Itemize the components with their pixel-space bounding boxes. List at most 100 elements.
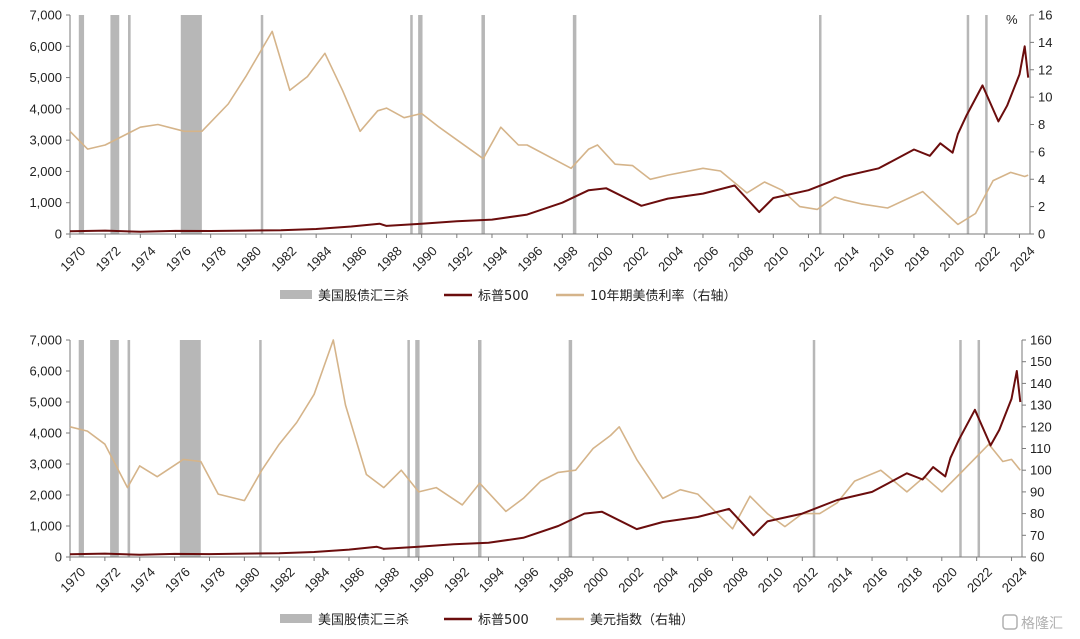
y-left-tick-label: 3,000 — [29, 457, 62, 472]
shaded-period-bar — [110, 15, 120, 234]
legend-label: 标普500 — [478, 289, 529, 304]
shaded-period-bar — [415, 340, 420, 557]
x-tick-label: 1990 — [409, 243, 440, 274]
y-left-tick-label: 7,000 — [29, 333, 62, 348]
y-right-tick-label: 80 — [1030, 506, 1044, 521]
legend-label: 标普500 — [478, 613, 529, 628]
y-right-tick-label: 120 — [1030, 419, 1052, 434]
y-right-tick-label: 16 — [1038, 8, 1052, 23]
y-right-tick-label: 150 — [1030, 354, 1052, 369]
shaded-period-bar — [819, 15, 822, 234]
x-tick-label: 1992 — [444, 243, 475, 274]
shaded-period-bar — [410, 15, 413, 234]
watermark-text: 格隆汇 — [1021, 616, 1063, 632]
x-tick-label: 1992 — [441, 564, 472, 595]
x-tick-label: 1990 — [406, 564, 437, 595]
shaded-period-bar — [959, 340, 962, 557]
legend-swatch-shade — [280, 290, 312, 299]
y-left-tick-label: 6,000 — [29, 39, 62, 54]
y-left-tick-label: 4,000 — [29, 101, 62, 116]
x-tick-label: 2012 — [796, 243, 827, 274]
y-left-tick-label: 0 — [55, 550, 62, 565]
x-tick-label: 1980 — [233, 243, 264, 274]
x-tick-label: 2000 — [580, 564, 611, 595]
x-tick-label: 2014 — [831, 243, 862, 274]
y-left-tick-label: 5,000 — [29, 70, 62, 85]
y-right-tick-label: 130 — [1030, 398, 1052, 413]
x-tick-label: 1978 — [198, 243, 229, 274]
y-right-tick-label: 160 — [1030, 333, 1052, 348]
x-tick-label: 2010 — [761, 243, 792, 274]
x-tick-label: 2016 — [859, 564, 890, 595]
x-tick-label: 1986 — [336, 564, 367, 595]
y-right-tick-label: 8 — [1038, 117, 1045, 132]
x-tick-label: 1996 — [511, 564, 542, 595]
y-right-tick-label: 2 — [1038, 199, 1045, 214]
y-left-tick-label: 2,000 — [29, 488, 62, 503]
chart-panel-bottom: 0 1,000 2,000 3,000 4,000 5,000 6,000 7,000 60 70… — [29, 333, 1051, 629]
x-tick-label: 2012 — [790, 564, 821, 595]
x-tick-label: 2018 — [901, 243, 932, 274]
shaded-period-bar — [127, 340, 131, 557]
shaded-period-bar — [179, 340, 201, 557]
x-tick-label: 2010 — [755, 564, 786, 595]
x-tick-label: 2000 — [585, 243, 616, 274]
shaded-period-bar — [977, 340, 981, 557]
x-tick-label: 1998 — [545, 564, 576, 595]
x-tick-label: 1974 — [128, 243, 159, 274]
y-right-tick-label: 60 — [1030, 550, 1044, 565]
x-tick-label: 2008 — [720, 564, 751, 595]
x-tick-label: 1974 — [127, 564, 158, 595]
shaded-period-bar — [259, 340, 262, 557]
legend-label: 美元指数（右轴） — [590, 613, 694, 628]
y-right-tick-label: 0 — [1038, 227, 1045, 242]
x-tick-label: 1976 — [162, 564, 193, 595]
x-tick-label: 2006 — [690, 243, 721, 274]
y-right-tick-label: 140 — [1030, 376, 1052, 391]
shaded-period-bar — [418, 15, 423, 234]
x-tick-label: 2002 — [615, 564, 646, 595]
y-left-tick-label: 2,000 — [29, 164, 62, 179]
x-tick-label: 1994 — [476, 564, 507, 595]
x-tick-label: 2020 — [929, 564, 960, 595]
x-tick-label: 1970 — [57, 564, 88, 595]
x-tick-label: 2004 — [655, 243, 686, 274]
y-right-tick-label: 12 — [1038, 62, 1052, 77]
chart-panel-top: 0 1,000 2,000 3,000 4,000 5,000 6,000 7,000 0 2 4 6… — [29, 8, 1052, 305]
x-tick-label: 1976 — [163, 243, 194, 274]
x-tick-label: 1980 — [232, 564, 263, 595]
shaded-period-bar — [568, 340, 573, 557]
shaded-period-bar — [812, 340, 816, 557]
x-tick-label: 1994 — [479, 243, 510, 274]
x-tick-label: 2024 — [999, 564, 1030, 595]
x-tick-label: 2002 — [620, 243, 651, 274]
series-line-right-axis — [69, 30, 1029, 226]
x-tick-label: 2022 — [964, 564, 995, 595]
y-left-tick-label: 1,000 — [29, 195, 62, 210]
x-tick-label: 1972 — [92, 564, 123, 595]
x-tick-label: 1982 — [267, 564, 298, 595]
shaded-period-bar — [481, 15, 485, 234]
legend-label: 美国股债汇三杀 — [318, 613, 409, 628]
y-right-unit-label: % — [1006, 12, 1018, 27]
series-line-spx — [69, 45, 1030, 233]
x-tick-label: 1998 — [550, 243, 581, 274]
x-tick-label: 1972 — [92, 243, 123, 274]
shaded-period-bar — [985, 15, 988, 234]
shaded-period-bar — [78, 340, 84, 557]
x-tick-label: 1996 — [514, 243, 545, 274]
shaded-period-bar — [572, 15, 577, 234]
x-tick-label: 2004 — [650, 564, 681, 595]
x-tick-label: 2008 — [725, 243, 756, 274]
y-left-tick-label: 7,000 — [29, 8, 62, 23]
x-tick-label: 1988 — [374, 243, 405, 274]
x-tick-label: 1982 — [268, 243, 299, 274]
y-right-tick-label: 14 — [1038, 35, 1052, 50]
y-right-tick-label: 110 — [1030, 441, 1051, 456]
y-left-tick-label: 6,000 — [29, 364, 62, 379]
x-tick-label: 1978 — [197, 564, 228, 595]
y-left-tick-label: 3,000 — [29, 133, 62, 148]
x-tick-label: 2024 — [1007, 243, 1038, 274]
legend-label: 10年期美债利率（右轴） — [590, 288, 737, 304]
y-left-tick-label: 4,000 — [29, 426, 62, 441]
